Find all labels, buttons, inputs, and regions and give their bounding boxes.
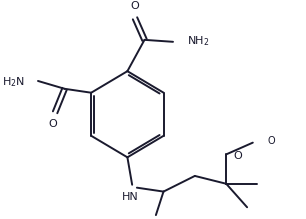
Text: O: O xyxy=(267,136,275,146)
Text: O: O xyxy=(131,2,139,11)
Text: H$_2$N: H$_2$N xyxy=(2,75,25,89)
Text: O: O xyxy=(49,119,58,129)
Text: HN: HN xyxy=(122,192,139,201)
Text: NH$_2$: NH$_2$ xyxy=(187,34,210,48)
Text: O: O xyxy=(234,151,243,161)
